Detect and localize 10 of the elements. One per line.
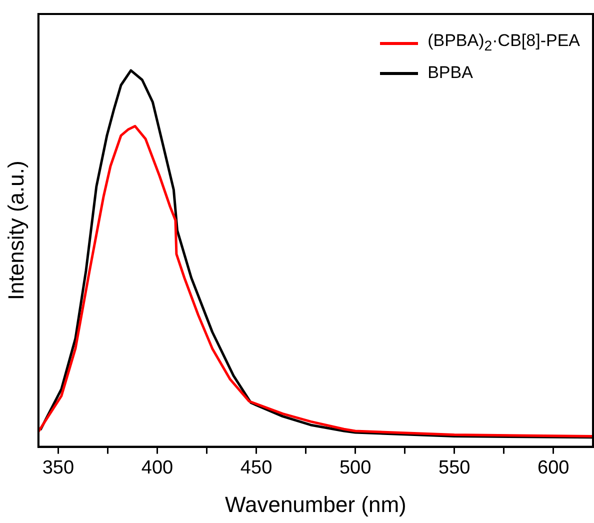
legend-label: (BPBA)$_{2}$·CB[8]-PEA	[428, 31, 580, 55]
x-tick-label: 500	[339, 457, 372, 478]
x-axis-title: Wavenumber (nm)	[225, 492, 406, 517]
x-tick-label: 550	[438, 457, 470, 478]
y-axis-title: Intensity (a.u.)	[3, 160, 28, 300]
legend-label: BPBA	[428, 63, 473, 83]
x-tick-label: 450	[240, 457, 272, 478]
x-tick-label: 600	[538, 457, 570, 478]
x-tick-label: 350	[42, 457, 74, 478]
x-tick-label: 400	[141, 457, 174, 478]
